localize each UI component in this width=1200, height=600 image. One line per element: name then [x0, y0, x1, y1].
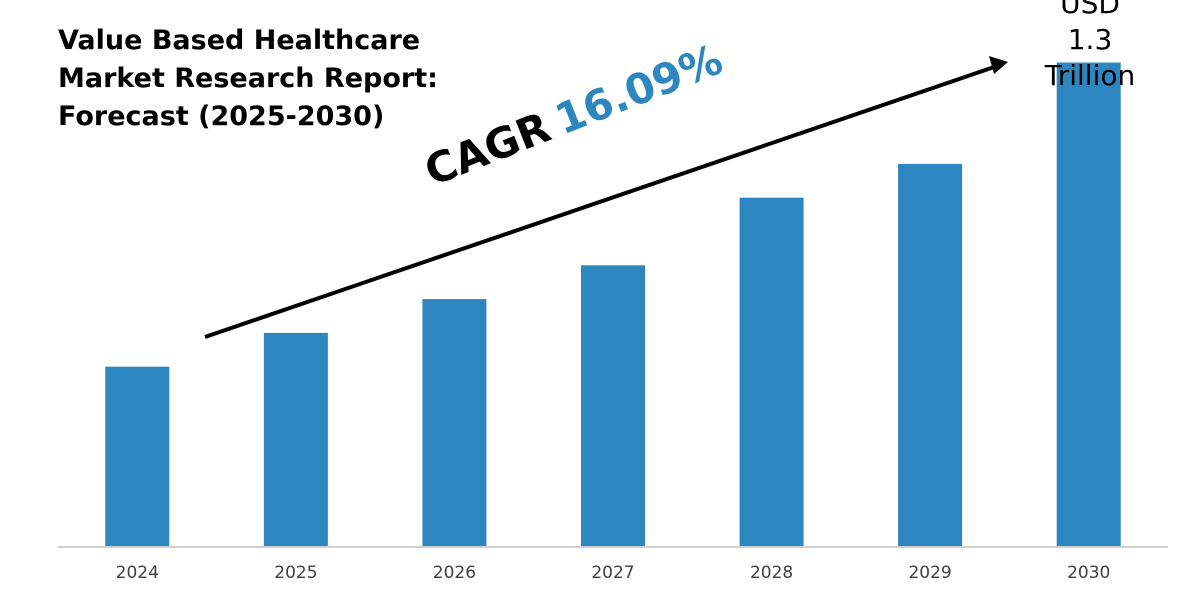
cagr-trend-arrow	[204, 63, 1001, 339]
x-tick-label-2029: 2029	[908, 563, 951, 583]
chart-title: Value Based Healthcare Market Research R…	[58, 22, 478, 136]
bar-2026	[422, 299, 487, 547]
callout-value: 1.3	[1067, 23, 1113, 56]
x-tick-label-2027: 2027	[591, 563, 634, 583]
title-line-1: Value Based Healthcare	[58, 25, 421, 56]
x-tick-label-2028: 2028	[750, 563, 793, 583]
bar-2025	[263, 332, 328, 547]
title-line-2: Market Research Report:	[58, 63, 438, 94]
callout-unit: Trillion	[1044, 59, 1136, 92]
bar-2029	[898, 163, 963, 547]
x-tick-label-2024: 2024	[116, 563, 159, 583]
x-tick-label-2025: 2025	[274, 563, 317, 583]
market-size-callout: USD 1.3 Trillion	[1010, 0, 1170, 94]
title-line-3: Forecast (2025-2030)	[58, 101, 385, 132]
x-tick-label-2030: 2030	[1067, 563, 1110, 583]
bar-2030	[1056, 62, 1121, 547]
bar-2028	[739, 197, 804, 547]
x-tick-label-2026: 2026	[433, 563, 476, 583]
bar-2027	[581, 265, 645, 547]
bar-2024	[105, 366, 170, 547]
cagr-trend-arrow-head	[989, 56, 1008, 74]
callout-currency: USD	[1060, 0, 1120, 20]
